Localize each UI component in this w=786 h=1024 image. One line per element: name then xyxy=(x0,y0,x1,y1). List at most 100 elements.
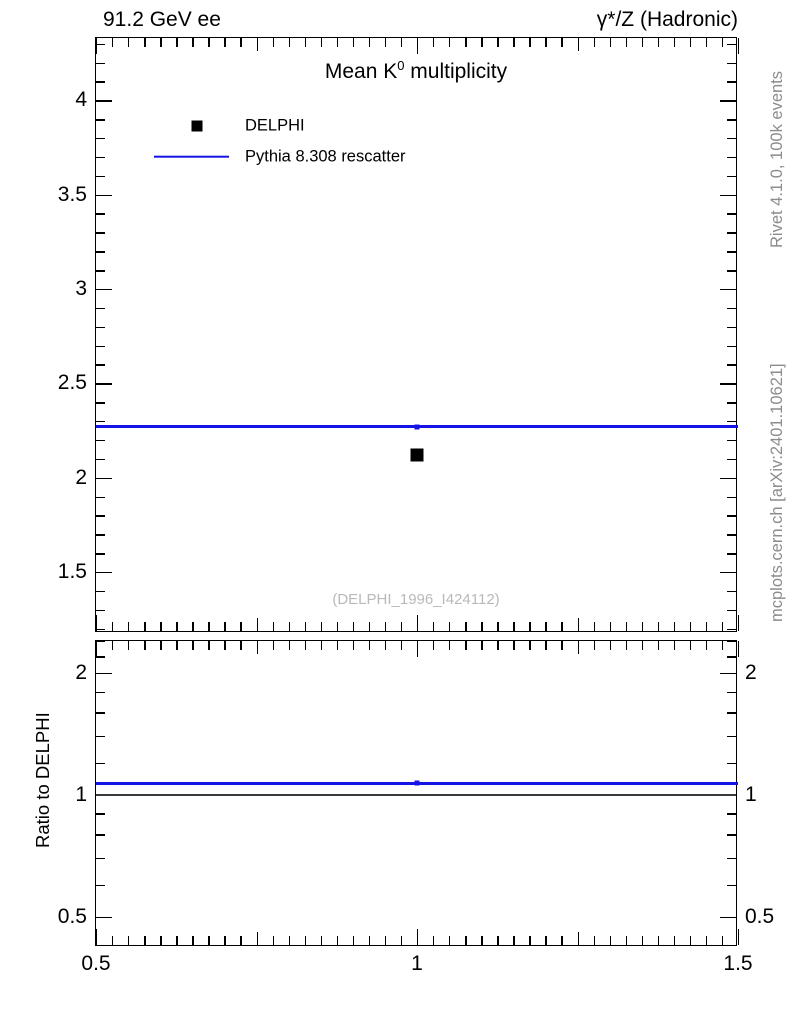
axis-tick xyxy=(96,641,98,657)
ratio-pythia-point xyxy=(414,780,420,786)
axis-tick xyxy=(481,641,483,650)
axis-tick xyxy=(727,553,736,555)
axis-tick xyxy=(256,932,258,945)
axis-tick xyxy=(720,673,736,675)
axis-tick xyxy=(112,641,114,650)
axis-tick xyxy=(609,622,611,631)
axis-tick xyxy=(96,100,112,102)
axis-tick xyxy=(625,641,628,650)
axis-tick xyxy=(96,609,105,612)
axis-tick xyxy=(689,622,692,631)
axis-tick xyxy=(727,590,736,593)
x-ticklabel: 0.5 xyxy=(81,952,111,975)
axis-tick xyxy=(368,38,371,47)
axis-tick xyxy=(449,936,451,945)
axis-tick xyxy=(144,622,146,631)
axis-tick xyxy=(727,628,736,631)
axis-tick xyxy=(625,936,628,945)
axis-tick xyxy=(96,813,105,815)
axis-tick xyxy=(727,119,736,121)
axis-tick xyxy=(384,641,387,650)
axis-tick xyxy=(144,936,146,945)
axis-tick xyxy=(96,615,98,631)
axis-tick xyxy=(384,38,387,47)
axis-tick xyxy=(288,38,290,47)
axis-tick xyxy=(96,119,105,121)
axis-tick xyxy=(720,288,736,291)
axis-tick xyxy=(288,936,290,945)
axis-tick xyxy=(96,794,112,797)
axis-tick xyxy=(689,936,692,945)
axis-tick xyxy=(593,622,595,631)
axis-tick xyxy=(727,762,736,765)
axis-tick xyxy=(673,622,676,631)
axis-tick xyxy=(417,641,419,657)
axis-tick xyxy=(224,641,226,650)
axis-tick xyxy=(272,38,274,47)
main-y-ticklabel: 3 xyxy=(75,276,87,300)
axis-tick xyxy=(465,38,467,47)
main-plot-panel: Mean K0 multiplicity 4 3.5 3 2.5 2 1.5 DELPHI… xyxy=(58,37,740,632)
main-y-ticklabel: 4 xyxy=(75,88,87,112)
main-y-ticklabel: 3.5 xyxy=(57,182,87,206)
axis-tick xyxy=(368,641,371,650)
axis-tick xyxy=(727,712,736,714)
axis-tick xyxy=(545,38,547,47)
axis-tick xyxy=(673,641,676,650)
axis-tick xyxy=(433,622,435,631)
axis-tick xyxy=(673,936,676,945)
axis-tick xyxy=(609,38,611,47)
axis-tick xyxy=(352,641,355,650)
axis-tick xyxy=(208,936,210,945)
x-ticklabel: 1.5 xyxy=(723,952,753,975)
axis-tick xyxy=(705,936,708,945)
ratio-y-ticklabel: 0.5 xyxy=(57,904,87,928)
axis-tick xyxy=(513,622,515,631)
axis-tick xyxy=(96,929,98,945)
axis-tick xyxy=(304,641,307,650)
axis-tick xyxy=(449,38,451,47)
axis-tick xyxy=(96,81,105,83)
axis-tick xyxy=(727,156,736,159)
axis-tick xyxy=(513,38,515,47)
axis-tick xyxy=(727,326,736,329)
axis-tick xyxy=(96,307,105,310)
axis-tick xyxy=(176,936,178,945)
axis-tick xyxy=(96,175,105,178)
axis-tick xyxy=(720,916,736,919)
legend-label-pythia: Pythia 8.308 rescatter xyxy=(245,147,406,165)
square-marker-icon xyxy=(141,110,237,141)
ratio-y-ticklabel-right: 1 xyxy=(745,782,757,806)
axis-tick xyxy=(727,138,736,140)
ratio-plot-panel: 2 2 1 1 0.5 0.5 0.5 1 1.5 xyxy=(58,640,774,975)
axis-tick xyxy=(689,641,692,650)
ratio-reference-line xyxy=(96,794,736,796)
axis-tick xyxy=(561,38,563,47)
axis-tick xyxy=(96,62,105,64)
axis-tick xyxy=(545,622,547,631)
x-ticklabel: 1 xyxy=(411,952,423,975)
axis-tick xyxy=(160,936,162,945)
axis-tick xyxy=(497,641,499,650)
axis-tick xyxy=(577,932,579,945)
axis-tick xyxy=(96,656,105,658)
axis-tick xyxy=(727,175,736,178)
axis-tick xyxy=(657,936,660,945)
axis-tick xyxy=(738,641,740,657)
axis-tick xyxy=(272,622,274,631)
axis-tick xyxy=(320,936,323,945)
axis-tick xyxy=(96,232,105,234)
axis-tick xyxy=(96,38,98,54)
ratio-y-ticklabel: 1 xyxy=(75,782,87,806)
axis-tick xyxy=(727,691,736,693)
axis-tick xyxy=(721,641,724,650)
axis-tick xyxy=(192,936,194,945)
axis-tick xyxy=(176,622,178,631)
axis-tick xyxy=(272,641,274,650)
axis-tick xyxy=(400,622,403,631)
axis-tick xyxy=(727,534,736,536)
axis-tick xyxy=(96,515,105,517)
axis-tick xyxy=(465,641,467,650)
axis-tick xyxy=(96,553,105,555)
axis-tick xyxy=(208,622,210,631)
